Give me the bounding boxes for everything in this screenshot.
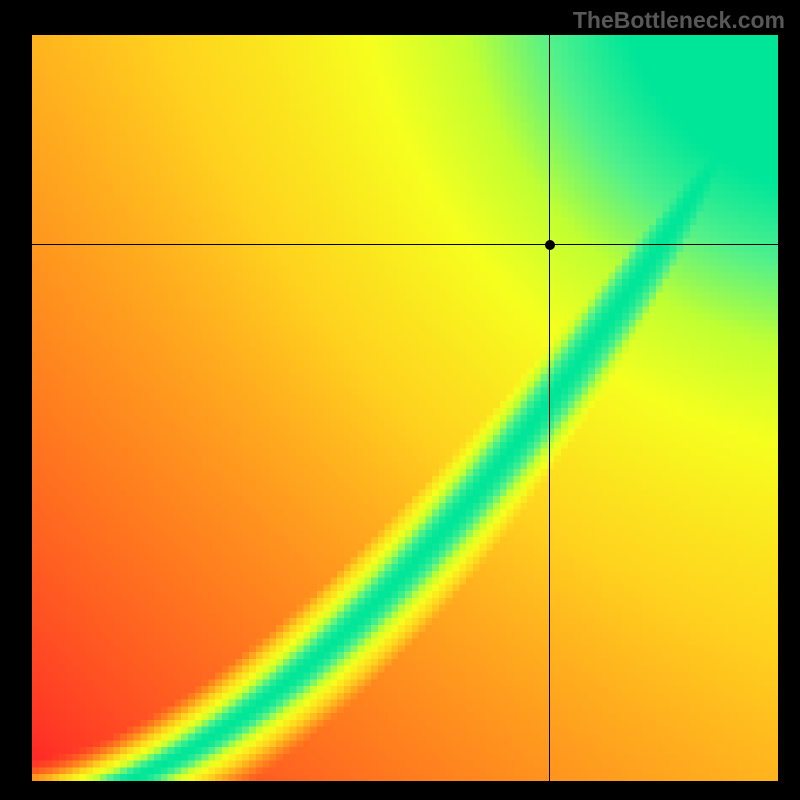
heatmap-plot-area bbox=[32, 35, 778, 781]
watermark-text: TheBottleneck.com bbox=[573, 7, 785, 34]
crosshair-marker-dot bbox=[545, 240, 555, 250]
bottleneck-heatmap bbox=[32, 35, 778, 781]
bottleneck-heatmap-figure: { "watermark": { "text": "TheBottleneck.… bbox=[0, 0, 800, 800]
crosshair-vertical-line bbox=[549, 35, 551, 781]
crosshair-horizontal-line bbox=[32, 244, 778, 246]
